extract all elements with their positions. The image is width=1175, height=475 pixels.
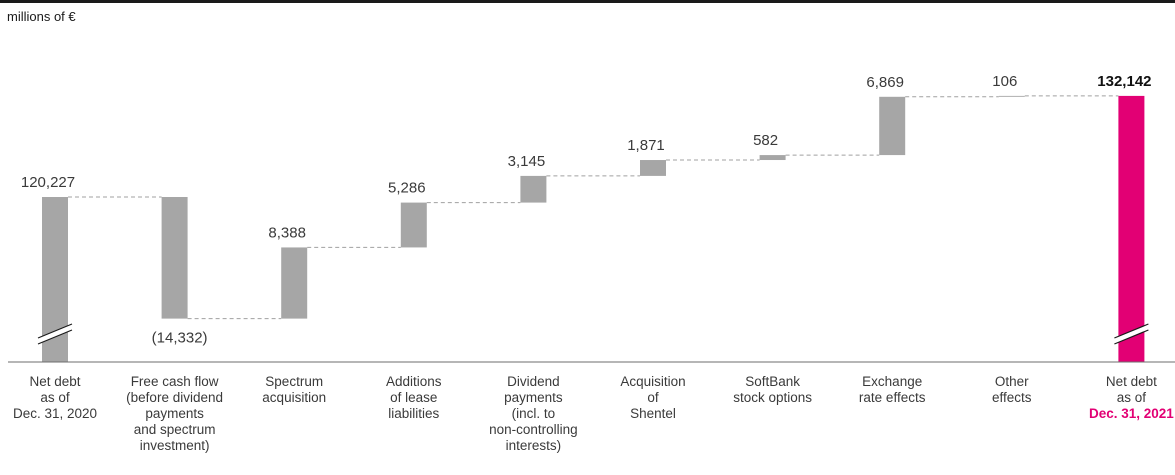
category-label: Acquisition — [620, 374, 685, 389]
category-label: acquisition — [262, 390, 326, 405]
total-bar — [1118, 95, 1145, 363]
category-label: interests) — [506, 438, 562, 453]
data-label: (14,332) — [152, 330, 208, 347]
axis-break-gap — [1114, 324, 1149, 344]
axis-break-line — [1114, 323, 1149, 339]
delta-bar — [759, 155, 786, 161]
category-label: Dec. 31, 2021 — [1089, 406, 1174, 421]
axis-break-line — [1114, 329, 1149, 345]
category-label: investment) — [140, 438, 210, 453]
delta-bar — [640, 160, 666, 176]
category-label: of — [647, 390, 659, 405]
category-label: payments — [504, 390, 563, 405]
category-label: (before dividend — [126, 390, 223, 405]
data-label: 5,286 — [388, 180, 426, 197]
category-label: Dividend — [507, 374, 560, 389]
data-label: 132,142 — [1097, 73, 1151, 90]
category-label: Shentel — [630, 406, 676, 421]
delta-bar — [281, 247, 308, 319]
category-label: non-controlling — [489, 422, 578, 437]
axis-break-gap — [38, 324, 72, 344]
category-label: effects — [992, 390, 1032, 405]
data-label: 106 — [992, 73, 1017, 90]
delta-bar — [998, 95, 1025, 97]
category-label: as of — [40, 390, 70, 405]
category-label: liabilities — [388, 406, 439, 421]
delta-bar — [879, 96, 906, 156]
category-label: and spectrum — [134, 422, 216, 437]
category-label: rate effects — [859, 390, 926, 405]
category-label: of lease — [390, 390, 437, 405]
unit-label: millions of € — [7, 9, 76, 24]
category-label: stock options — [733, 390, 812, 405]
category-label: (incl. to — [512, 406, 556, 421]
delta-bar — [520, 175, 547, 203]
category-label: Net debt — [1106, 374, 1157, 389]
data-label: 1,871 — [627, 137, 665, 154]
delta-bar — [400, 202, 427, 248]
category-label: SoftBank — [745, 374, 800, 389]
category-label: Net debt — [29, 374, 80, 389]
data-label: 6,869 — [866, 74, 904, 91]
data-label: 582 — [753, 132, 778, 149]
category-label: payments — [145, 406, 204, 421]
category-label: Exchange — [862, 374, 922, 389]
category-label: Free cash flow — [131, 374, 219, 389]
data-label: 8,388 — [268, 224, 306, 241]
data-label: 120,227 — [21, 174, 75, 191]
category-label: as of — [1117, 390, 1147, 405]
category-label: Dec. 31, 2020 — [13, 406, 97, 421]
delta-bar — [161, 197, 188, 319]
category-label: Additions — [386, 374, 442, 389]
axis-break-line — [37, 329, 73, 345]
data-label: 3,145 — [508, 153, 546, 170]
category-label: Spectrum — [265, 374, 323, 389]
axis-break-line — [37, 323, 73, 339]
category-label: Other — [995, 374, 1029, 389]
top-rule — [0, 0, 1175, 3]
